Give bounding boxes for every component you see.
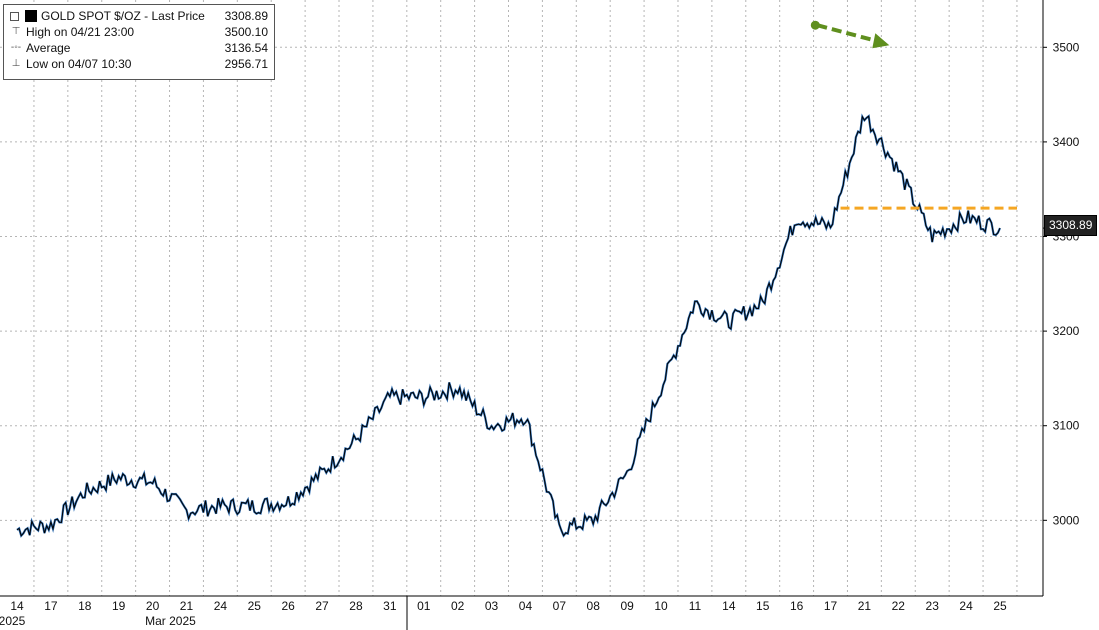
legend-row-high: ⊤ High on 04/21 23:00 3500.10 <box>10 24 268 40</box>
x-tick-label: 31 <box>383 599 397 613</box>
x-tick-label: 22 <box>892 599 906 613</box>
y-tick-label: 3100 <box>1053 419 1080 433</box>
legend-average-label: Average <box>26 41 71 55</box>
annotation-arrowhead <box>872 33 890 49</box>
y-tick-label: 3200 <box>1053 324 1080 338</box>
legend-average-value: 3136.54 <box>224 41 268 55</box>
x-tick-label: 27 <box>315 599 329 613</box>
x-tick-label: 21 <box>180 599 194 613</box>
x-tick-label: 26 <box>281 599 295 613</box>
overlays <box>810 20 1047 229</box>
annotation-arrow-start <box>810 20 820 30</box>
x-tick-label: 07 <box>553 599 567 613</box>
legend-row-low: ⊥ Low on 04/07 10:30 2956.71 <box>10 56 268 72</box>
month-label: Apr 2025 <box>0 614 26 628</box>
x-tick-label: 14 <box>10 599 24 613</box>
legend-low-value: 2956.71 <box>224 57 268 71</box>
plot-background <box>0 0 1043 596</box>
x-tick-label: 02 <box>451 599 465 613</box>
x-tick-label: 14 <box>722 599 736 613</box>
x-tick-label: 25 <box>248 599 262 613</box>
legend-high-value: 3500.10 <box>224 25 268 39</box>
legend-row-average: -◦- Average 3136.54 <box>10 40 268 56</box>
x-tick-label: 18 <box>78 599 92 613</box>
x-tick-label: 17 <box>44 599 58 613</box>
x-tick-label: 23 <box>926 599 940 613</box>
legend: GOLD SPOT $/OZ - Last Price 3308.89 ⊤ Hig… <box>3 4 275 80</box>
x-tick-label: 17 <box>824 599 838 613</box>
x-tick-label: 21 <box>858 599 872 613</box>
x-tick-label: 25 <box>993 599 1007 613</box>
annotation-arrow <box>816 23 882 45</box>
x-tick-label: 16 <box>790 599 804 613</box>
price-series <box>16 113 1002 538</box>
average-marker-icon: -◦- <box>10 42 22 53</box>
x-tick-label: 20 <box>146 599 160 613</box>
high-marker-icon: ⊤ <box>11 26 21 37</box>
x-tick-label: 15 <box>756 599 770 613</box>
x-tick-label: 10 <box>654 599 668 613</box>
legend-low-label: Low on 04/07 10:30 <box>26 57 132 71</box>
x-tick-label: 03 <box>485 599 499 613</box>
legend-row-last: GOLD SPOT $/OZ - Last Price 3308.89 <box>10 8 268 24</box>
last-price-box: 3308.89 <box>1044 215 1098 236</box>
month-labels: Mar 2025 Apr 2025 <box>0 614 196 628</box>
legend-high-label: High on 04/21 23:00 <box>26 25 135 39</box>
black-swatch-icon <box>25 10 37 22</box>
x-tick-label: 08 <box>587 599 601 613</box>
collapse-box-icon[interactable] <box>10 11 19 21</box>
legend-last-value: 3308.89 <box>224 9 268 23</box>
legend-title: GOLD SPOT $/OZ - Last Price <box>41 9 205 23</box>
x-tick-label: 04 <box>519 599 533 613</box>
x-axis-ticks: 14 17 18 19 20 21 24 25 26 27 28 31 01 02 03 04 07 08 09 10… <box>10 599 1007 613</box>
x-tick-label: 24 <box>959 599 973 613</box>
y-tick-label: 3500 <box>1053 40 1080 54</box>
y-tick-label: 3000 <box>1053 513 1080 527</box>
x-tick-label: 24 <box>214 599 228 613</box>
x-tick-label: 11 <box>689 599 702 613</box>
x-tick-label: 09 <box>620 599 634 613</box>
low-marker-icon: ⊥ <box>11 58 21 69</box>
x-tick-label: 28 <box>349 599 363 613</box>
x-tick-label: 01 <box>417 599 431 613</box>
series-line <box>16 115 1001 537</box>
gridlines <box>0 0 1043 596</box>
y-tick-label: 3400 <box>1053 135 1080 149</box>
x-tick-label: 19 <box>112 599 126 613</box>
month-label: Mar 2025 <box>145 614 196 628</box>
